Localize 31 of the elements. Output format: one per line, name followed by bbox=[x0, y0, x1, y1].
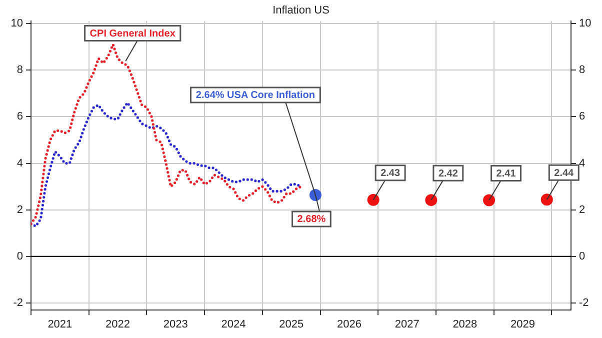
y2-tick-label: 0 bbox=[579, 250, 586, 262]
text: CPI General Index bbox=[90, 28, 176, 40]
x-tick-label: 2022 bbox=[106, 318, 130, 331]
y-tick-label: 6 bbox=[16, 110, 23, 123]
y2-tick-label: 2 bbox=[579, 204, 586, 216]
y2-tick-label: -2 bbox=[579, 297, 589, 310]
x-tick-label: 2023 bbox=[163, 318, 188, 331]
data-label: 2.41 bbox=[496, 168, 516, 180]
y2-tick-label: 6 bbox=[579, 110, 586, 123]
chart-title: Inflation US bbox=[272, 4, 330, 17]
y-tick-label: 8 bbox=[16, 64, 23, 76]
x-tick-label: 2027 bbox=[394, 318, 420, 331]
data-label: 2.44 bbox=[554, 168, 574, 179]
x-tick-label: 2026 bbox=[336, 318, 362, 331]
y2-tick-label: 10 bbox=[579, 18, 592, 30]
x-tick-label: 2029 bbox=[510, 318, 536, 331]
y2-tick-label: 8 bbox=[579, 64, 586, 76]
x-tick-label: 2024 bbox=[221, 318, 246, 331]
data-label: 2.42 bbox=[438, 168, 458, 180]
y-tick-label: 0 bbox=[16, 250, 23, 262]
y-tick-label: -2 bbox=[13, 297, 23, 310]
y-tick-label: 2 bbox=[16, 204, 23, 216]
x-tick-label: 2021 bbox=[48, 318, 72, 331]
data-label: 2.43 bbox=[380, 168, 400, 180]
y-tick-label: 4 bbox=[16, 157, 23, 170]
x-tick-label: 2028 bbox=[452, 318, 478, 331]
annotation: 2.68% bbox=[297, 214, 326, 226]
x-tick-label: 2025 bbox=[279, 318, 304, 331]
y-tick-label: 10 bbox=[10, 18, 23, 30]
annotation: 2.64% USA Core Inflation bbox=[196, 90, 316, 102]
y2-tick-label: 4 bbox=[579, 157, 586, 170]
